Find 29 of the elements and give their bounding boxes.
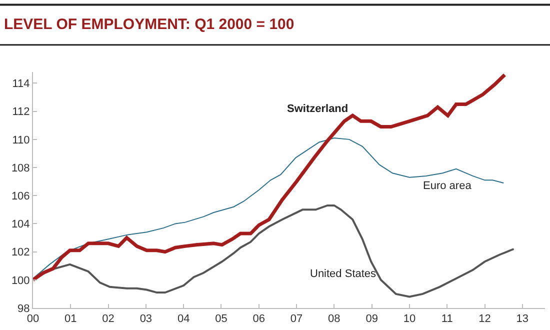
x-tick-label: 04 (177, 313, 190, 326)
y-tick-label: 108 (11, 162, 30, 174)
y-tick-label: 98 (18, 302, 30, 315)
x-tick-label: 08 (328, 313, 340, 326)
x-tick-label: 10 (403, 313, 416, 326)
y-tick-label: 102 (11, 246, 30, 259)
x-tick-label: 11 (441, 313, 453, 326)
series-label: United States (310, 268, 377, 280)
line-series (33, 138, 504, 279)
x-tick-label: 01 (64, 313, 77, 326)
x-tick-label: 02 (102, 313, 114, 326)
chart-title: LEVEL OF EMPLOYMENT: Q1 2000 = 100 (4, 16, 294, 33)
y-tick-label: 110 (12, 134, 30, 146)
series-label: Euro area (423, 180, 472, 192)
y-tick-label: 106 (11, 190, 30, 202)
x-tick-label: 06 (252, 313, 266, 326)
x-tick-label: 05 (215, 313, 228, 326)
series-label: Switzerland (287, 103, 348, 115)
x-tick-label: 09 (366, 313, 378, 326)
x-tick-label: 12 (478, 313, 491, 326)
y-tick-label: 104 (11, 218, 30, 231)
x-tick-label: 03 (140, 313, 152, 326)
x-tick-label: 13 (516, 313, 529, 326)
x-tick-label: 07 (290, 313, 303, 326)
line-series (33, 73, 506, 282)
y-tick-label: 112 (12, 106, 30, 118)
x-tick-label: 00 (26, 313, 40, 326)
y-tick-label: 114 (12, 78, 30, 90)
y-tick-label: 100 (11, 274, 30, 287)
